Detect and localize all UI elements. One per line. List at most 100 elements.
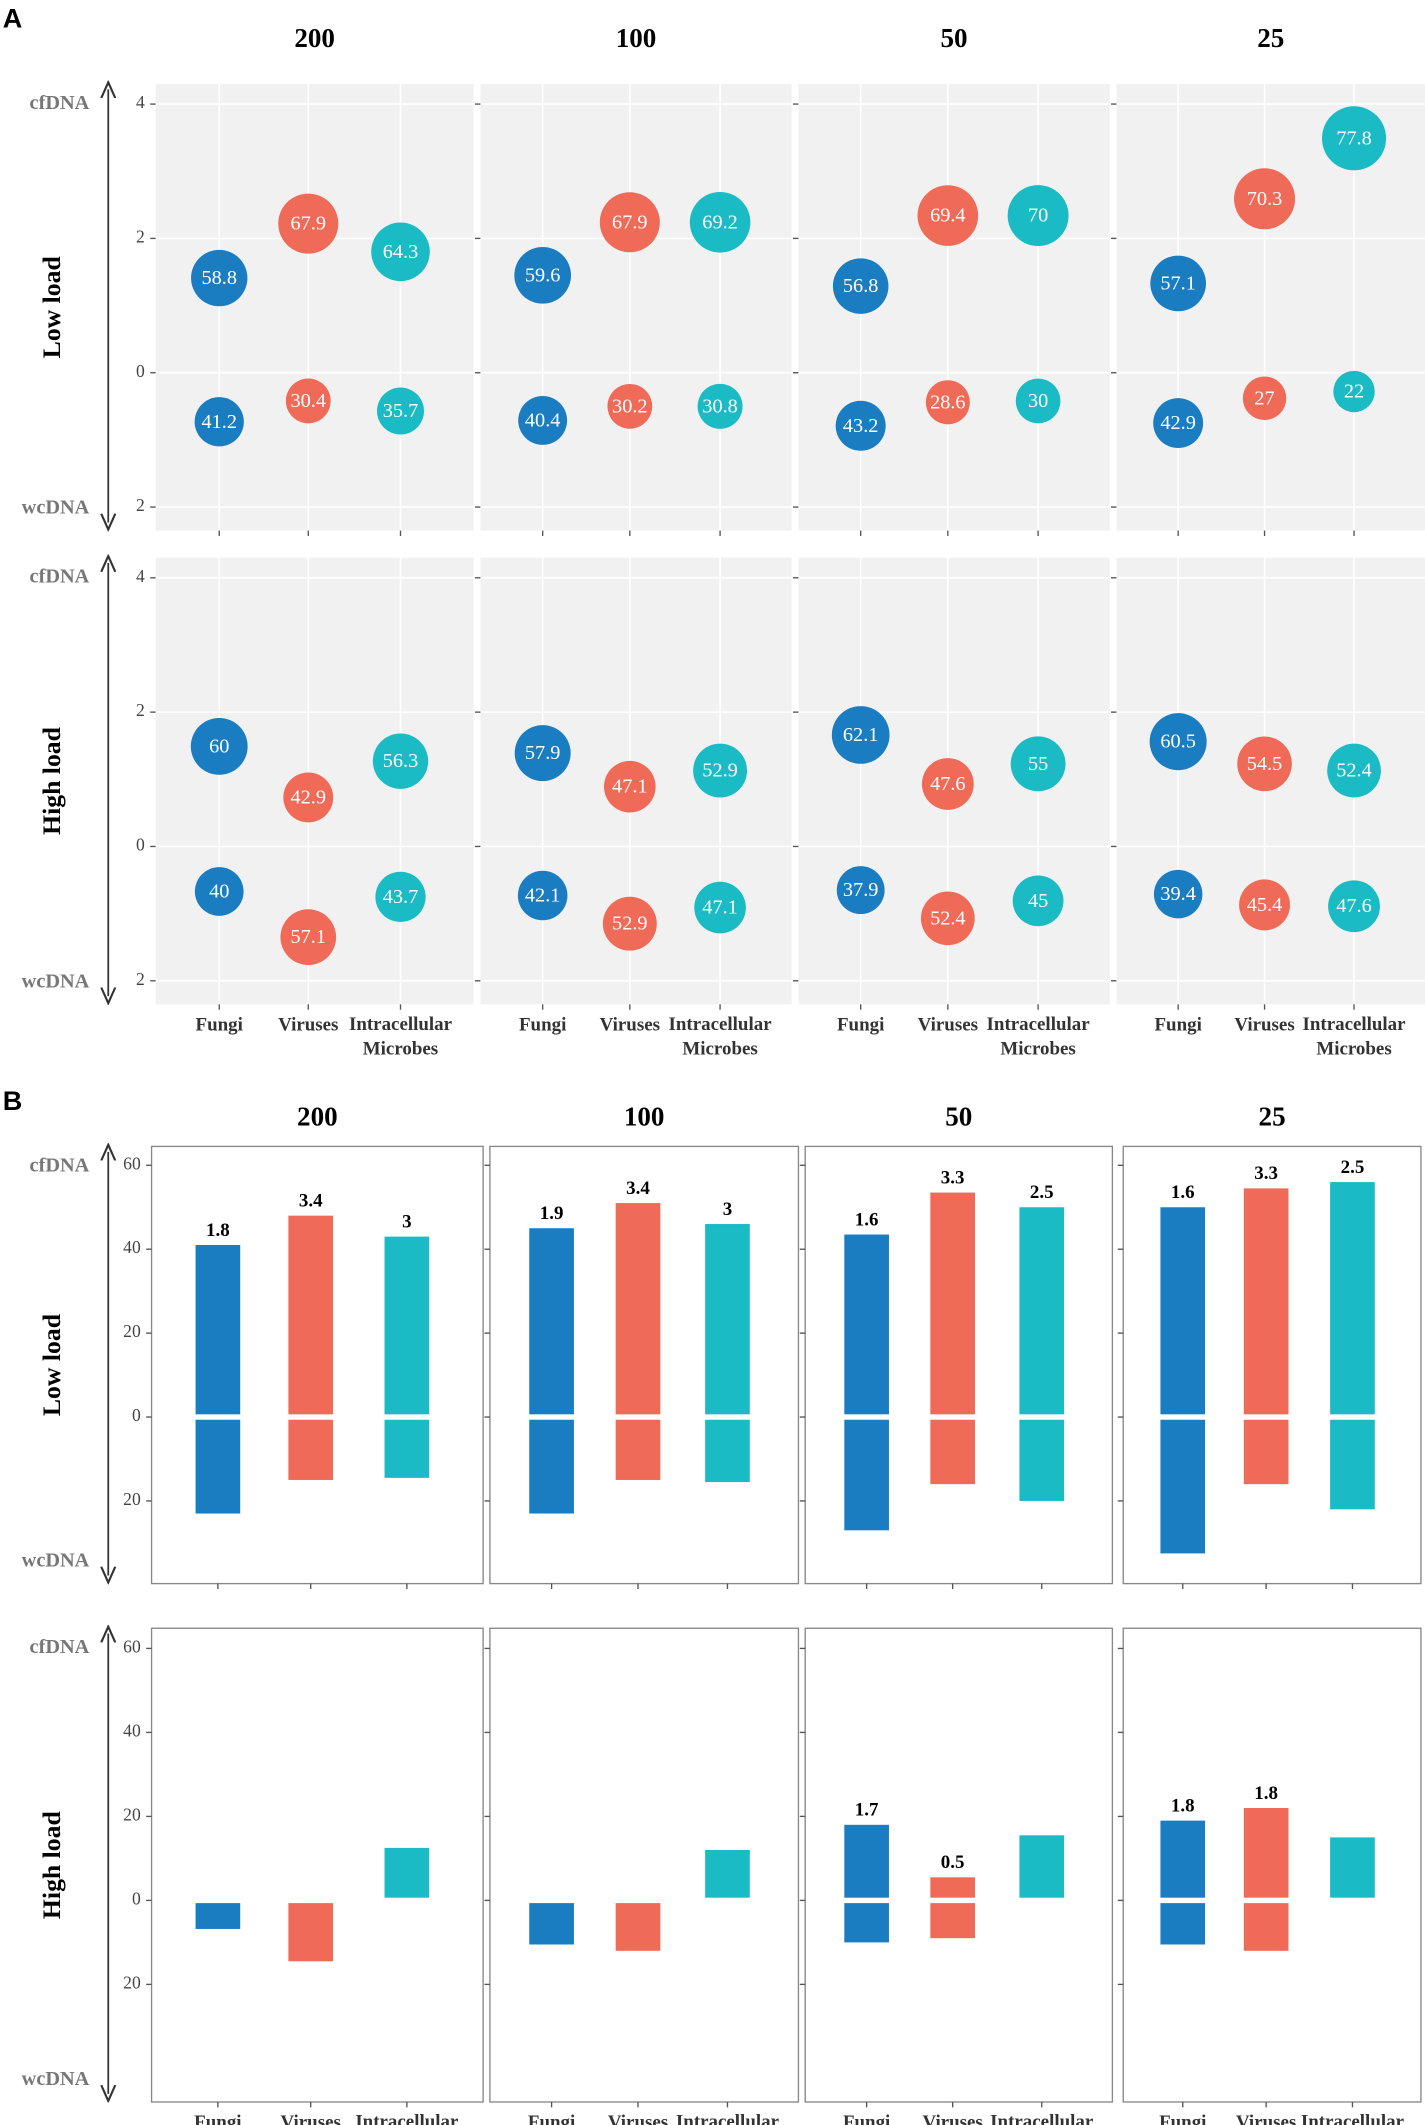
x-tick-label: Intracellular Microbes	[987, 1014, 1090, 1059]
bubble-label: 69.2	[702, 211, 738, 233]
bubble	[514, 725, 571, 782]
ratio-label: 1.7	[855, 1800, 879, 1821]
bubble-label: 52.9	[612, 913, 648, 935]
x-tick-label: Viruses	[600, 1014, 660, 1035]
bubble-label: 60	[209, 735, 229, 757]
bar-top	[705, 1850, 750, 1898]
bubble	[194, 397, 244, 447]
y-tick-label: 2	[136, 495, 145, 515]
bubble	[1007, 185, 1069, 247]
bar-top	[615, 1203, 661, 1415]
bubble-label: 40.4	[525, 409, 561, 431]
x-tick-label: Fungi	[194, 2112, 241, 2125]
y-tick-label: 60	[123, 1636, 141, 1656]
bar-bottom	[844, 1419, 889, 1531]
bubble-label: 56.3	[383, 750, 419, 772]
bubble	[283, 772, 334, 823]
facet-background	[489, 1627, 800, 2103]
bubble-label: 27	[1254, 387, 1274, 409]
bubble	[1149, 713, 1207, 771]
bubble-label: 77.8	[1336, 127, 1372, 149]
panel-label: A	[3, 3, 23, 33]
x-tick-label-line: Intracellular	[355, 2112, 458, 2125]
bubble	[285, 378, 331, 424]
bar-bottom	[288, 1903, 334, 1962]
y-tick-label: 4	[136, 92, 145, 112]
bar-top	[384, 1847, 430, 1898]
bubble	[191, 249, 248, 307]
bubble	[1239, 879, 1291, 931]
x-tick-label: Fungi	[528, 2112, 575, 2125]
bubble	[514, 246, 572, 304]
column-header: 200	[294, 23, 335, 53]
x-tick-label-line: Intracellular	[349, 1014, 452, 1035]
ratio-label: 3.3	[1254, 1163, 1278, 1184]
x-tick-label: Fungi	[1159, 2112, 1206, 2125]
bubble-label: 47.1	[702, 897, 738, 919]
bubble-label: 42.9	[1160, 412, 1196, 434]
bubble	[1328, 880, 1380, 933]
bar-top	[1243, 1188, 1289, 1415]
ratio-label: 3	[402, 1211, 411, 1232]
bubble-label: 64.3	[383, 241, 419, 263]
bubble-label: 52.4	[1336, 760, 1372, 782]
bubble-label: 70.3	[1247, 188, 1283, 210]
bar-bottom	[1160, 1419, 1206, 1554]
x-tick-label: Fungi	[196, 1014, 243, 1035]
bubble-label: 52.4	[930, 907, 966, 929]
ratio-label: 3.3	[941, 1167, 965, 1188]
y-tick-label: 0	[132, 1888, 141, 1908]
bar-top	[1243, 1808, 1289, 1898]
column-header: 100	[616, 23, 657, 53]
ratio-label: 1.6	[855, 1209, 879, 1230]
bubble	[377, 387, 424, 435]
bubble-label: 47.6	[1336, 895, 1372, 917]
ratio-label: 1.8	[1171, 1795, 1195, 1816]
bar-bottom	[195, 1419, 241, 1514]
bar-bottom	[1330, 1419, 1375, 1510]
bubble-label: 40	[209, 880, 229, 902]
bubble-label: 45.4	[1247, 894, 1283, 916]
ratio-label: 3.4	[299, 1190, 323, 1211]
bubble-label: 45	[1028, 890, 1048, 912]
bubble-label: 58.8	[201, 267, 237, 289]
y-tick-label: 0	[136, 361, 145, 381]
y-tick-label: 0	[136, 834, 145, 854]
x-tick-label-line: Intracellular	[676, 2112, 779, 2125]
bubble-label: 56.8	[843, 275, 879, 297]
ratio-label: 3	[723, 1199, 732, 1220]
ratio-label: 2.5	[1030, 1182, 1054, 1203]
bubble-label: 37.9	[843, 879, 879, 901]
column-header: 25	[1259, 1102, 1286, 1132]
x-tick-label: Viruses	[918, 1014, 978, 1035]
bubble	[689, 191, 751, 253]
bubble	[925, 380, 970, 425]
y-tick-label: 20	[123, 1489, 141, 1509]
bubble	[831, 706, 890, 764]
ratio-label: 1.8	[1254, 1783, 1278, 1804]
bubble-label: 43.7	[383, 886, 419, 908]
bubble-label: 30	[1028, 390, 1048, 412]
x-tick-label: Viruses	[278, 1014, 338, 1035]
y-tick-label: 20	[123, 1972, 141, 1992]
bubble	[604, 760, 656, 813]
y-tick-label: 4	[136, 566, 145, 586]
bubble	[278, 193, 339, 254]
bubble-label: 22	[1344, 381, 1364, 403]
x-tick-label-line: Intracellular	[987, 1014, 1090, 1035]
ratio-label: 1.9	[540, 1203, 564, 1224]
bar-top	[1330, 1837, 1375, 1898]
y-tick-label: 2	[136, 700, 145, 720]
bar-bottom	[1160, 1903, 1206, 1945]
x-tick-label-line: Microbes	[1000, 1039, 1075, 1060]
bar-bottom	[529, 1419, 574, 1514]
x-tick-label: Fungi	[837, 1014, 884, 1035]
ratio-label: 1.8	[206, 1220, 230, 1241]
bottom-end-label: wcDNA	[22, 1550, 90, 1572]
x-tick-label: Viruses	[1234, 1014, 1294, 1035]
bar-bottom	[930, 1419, 975, 1485]
